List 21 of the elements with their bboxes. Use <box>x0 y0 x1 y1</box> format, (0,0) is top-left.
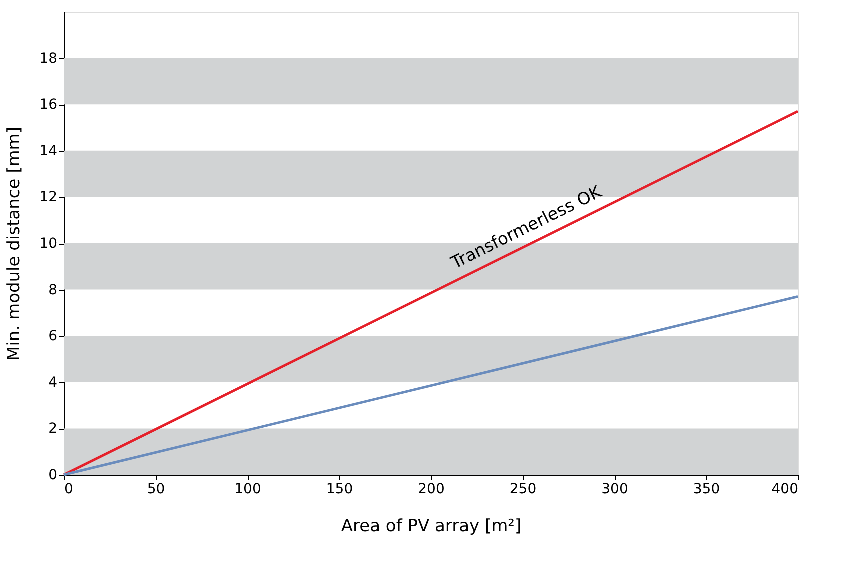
x-tick-label: 50 <box>147 482 166 498</box>
y-tick-label: 18 <box>40 50 58 67</box>
x-tick-label: 350 <box>693 482 720 498</box>
x-tick-label: 400 <box>772 482 798 498</box>
y-tick-label: 0 <box>48 468 58 484</box>
y-tick-label: 4 <box>48 374 58 391</box>
y-axis-title: Min. module distance [mm] <box>4 127 25 361</box>
y-tick-label: 2 <box>48 421 58 438</box>
y-tick-label: 6 <box>48 328 58 345</box>
y-tick-label: 10 <box>40 236 58 252</box>
y-tick-label: 12 <box>40 190 58 206</box>
x-tick-label: 300 <box>602 482 628 498</box>
y-tick-label: 16 <box>40 97 58 114</box>
x-axis-title: Area of PV array [m²] <box>341 516 522 536</box>
x-tick-label: 200 <box>418 482 445 498</box>
y-tick-label: 14 <box>40 143 58 160</box>
x-tick-label: 100 <box>234 482 262 498</box>
y-tick-label: 8 <box>48 282 58 298</box>
x-tick-label: 0 <box>64 482 74 498</box>
x-tick-label: 250 <box>510 482 537 498</box>
x-tick-label: 150 <box>326 482 354 498</box>
